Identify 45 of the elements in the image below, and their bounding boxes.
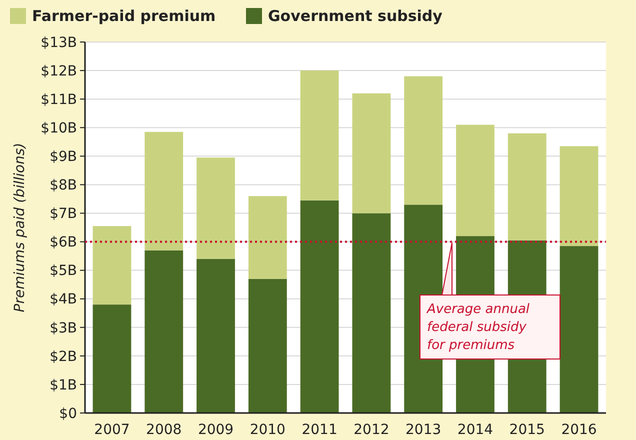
y-tick-label: $11B xyxy=(40,92,77,108)
ref-line-label: Average annual federal subsidy for premiums xyxy=(426,302,530,353)
bar xyxy=(404,76,443,205)
x-tick-label: 2013 xyxy=(406,422,442,438)
y-tick-label: $6B xyxy=(50,234,77,251)
x-tick-label: 2010 xyxy=(250,422,286,438)
bar xyxy=(352,93,391,214)
y-tick-label: $0 xyxy=(59,406,77,422)
x-tick-label: 2009 xyxy=(198,422,234,438)
x-tick-label: 2007 xyxy=(94,422,130,438)
bar xyxy=(456,124,494,236)
bar xyxy=(560,246,598,413)
y-tick-label: $7B xyxy=(50,206,77,222)
x-tick-label: 2016 xyxy=(561,422,597,438)
bar xyxy=(248,278,287,413)
y-tick-label: $10B xyxy=(40,120,77,137)
y-tick-label: $3B xyxy=(50,320,77,336)
x-tick-label: 2012 xyxy=(354,422,390,438)
bar xyxy=(144,132,184,250)
bar xyxy=(92,304,132,413)
bar xyxy=(560,146,598,246)
legend-label: Government subsidy xyxy=(268,7,443,25)
x-tick-label: 2015 xyxy=(509,422,545,438)
bar xyxy=(248,196,287,279)
y-tick-label: $13B xyxy=(40,34,77,51)
y-tick-label: $5B xyxy=(50,263,77,280)
y-tick-label: $2B xyxy=(50,348,77,365)
y-tick-label: $12B xyxy=(40,63,77,80)
bar xyxy=(144,250,184,413)
y-tick-label: $8B xyxy=(50,178,77,194)
y-tick-label: $9B xyxy=(50,149,77,166)
x-tick-label: 2011 xyxy=(302,422,338,438)
y-axis-title: Premiums paid (billions) xyxy=(12,142,28,312)
bar xyxy=(92,226,132,305)
bar xyxy=(196,158,235,259)
bar xyxy=(300,70,339,200)
y-tick-label: $4B xyxy=(50,292,77,308)
x-tick-label: 2008 xyxy=(146,422,182,438)
legend-label: Farmer-paid premium xyxy=(32,7,216,25)
bar xyxy=(352,213,391,413)
y-tick-label: $1B xyxy=(50,377,77,394)
bar xyxy=(196,258,235,413)
bar xyxy=(300,200,339,413)
bar xyxy=(508,133,546,240)
x-tick-label: 2014 xyxy=(457,422,494,438)
